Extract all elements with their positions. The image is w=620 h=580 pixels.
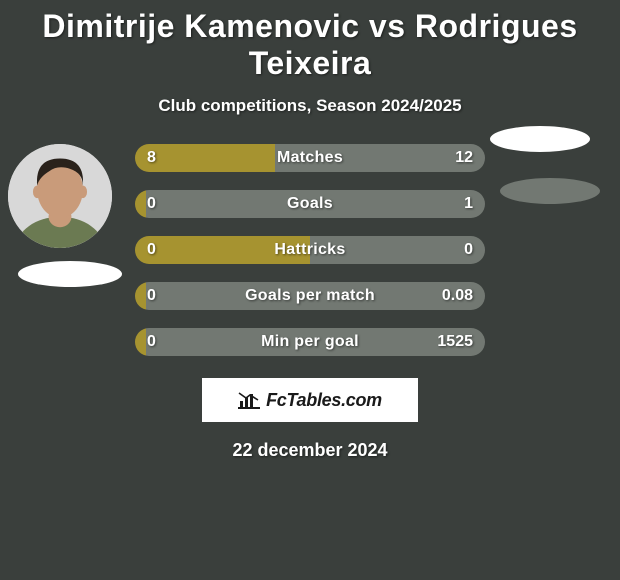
comparison-content: Matches812 Goals01 Hattricks00 Goals per ma… — [0, 144, 620, 356]
stat-bar-left — [135, 282, 146, 310]
page-title: Dimitrije Kamenovic vs Rodrigues Teixeir… — [0, 0, 620, 82]
placeholder-ellipse — [500, 178, 600, 204]
stat-row: Goals per match00.08 — [135, 282, 485, 310]
bar-chart-icon — [238, 391, 260, 409]
stat-bar-right — [275, 144, 485, 172]
logo-text: FcTables.com — [266, 390, 382, 411]
stat-bar-left — [135, 328, 146, 356]
stat-row: Min per goal01525 — [135, 328, 485, 356]
fctables-logo: FcTables.com — [202, 378, 418, 422]
stat-bar-right — [310, 236, 485, 264]
stat-bar-right — [146, 282, 486, 310]
stat-row: Hattricks00 — [135, 236, 485, 264]
stat-row: Goals01 — [135, 190, 485, 218]
stat-bar-right — [146, 328, 486, 356]
player-left-avatar — [8, 144, 112, 248]
stat-bars: Matches812 Goals01 Hattricks00 Goals per ma… — [135, 144, 485, 356]
placeholder-ellipse — [490, 126, 590, 152]
date-label: 22 december 2024 — [0, 440, 620, 461]
stat-bar-left — [135, 236, 310, 264]
stat-bar-right — [146, 190, 486, 218]
stat-bar-left — [135, 144, 275, 172]
subtitle: Club competitions, Season 2024/2025 — [0, 96, 620, 116]
placeholder-ellipse — [18, 261, 122, 287]
avatar-placeholder-icon — [8, 144, 112, 248]
stat-row: Matches812 — [135, 144, 485, 172]
stat-bar-left — [135, 190, 146, 218]
